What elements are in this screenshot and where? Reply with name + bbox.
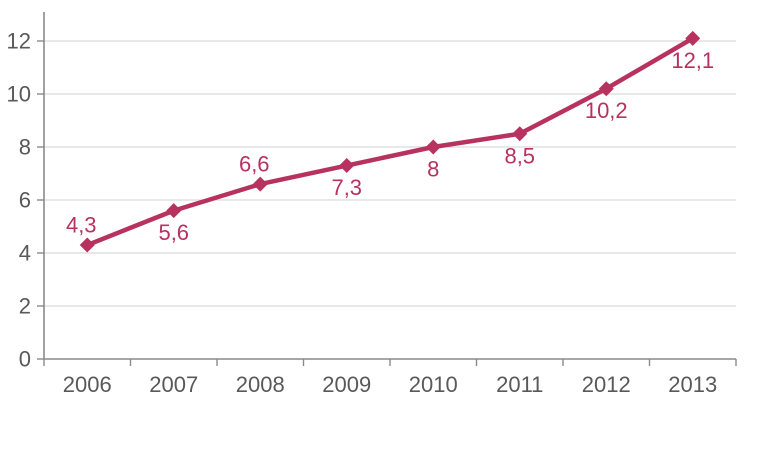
x-axis-label: 2008 [236, 372, 285, 397]
data-point-marker [425, 139, 441, 155]
x-axis-label: 2012 [582, 372, 631, 397]
y-axis-label: 2 [19, 294, 31, 319]
y-axis-label: 4 [19, 241, 31, 266]
data-label: 8,5 [504, 143, 535, 168]
y-axis-label: 6 [19, 188, 31, 213]
x-axis-label: 2006 [63, 372, 112, 397]
data-point-marker [339, 158, 355, 174]
data-label: 7,3 [331, 175, 362, 200]
data-point-marker [512, 126, 528, 142]
y-axis-label: 0 [19, 347, 31, 372]
data-label: 12,1 [671, 48, 714, 73]
data-label: 8 [427, 157, 439, 182]
x-axis-label: 2007 [149, 372, 198, 397]
data-label: 10,2 [585, 98, 628, 123]
y-axis-label: 8 [19, 135, 31, 160]
y-axis-label: 10 [7, 82, 31, 107]
data-point-marker [252, 176, 268, 192]
data-label: 4,3 [66, 213, 97, 238]
x-axis-label: 2009 [322, 372, 371, 397]
y-axis-label: 12 [7, 29, 31, 54]
data-point-marker [685, 30, 701, 46]
data-label: 6,6 [239, 152, 270, 177]
data-point-marker [166, 203, 182, 219]
data-point-marker [79, 237, 95, 253]
data-label: 5,6 [158, 220, 189, 245]
x-axis-label: 2011 [496, 372, 543, 397]
data-point-marker [598, 81, 614, 97]
x-axis-label: 2013 [668, 372, 717, 397]
series-line [85, 36, 695, 248]
x-axis-label: 2010 [409, 372, 458, 397]
